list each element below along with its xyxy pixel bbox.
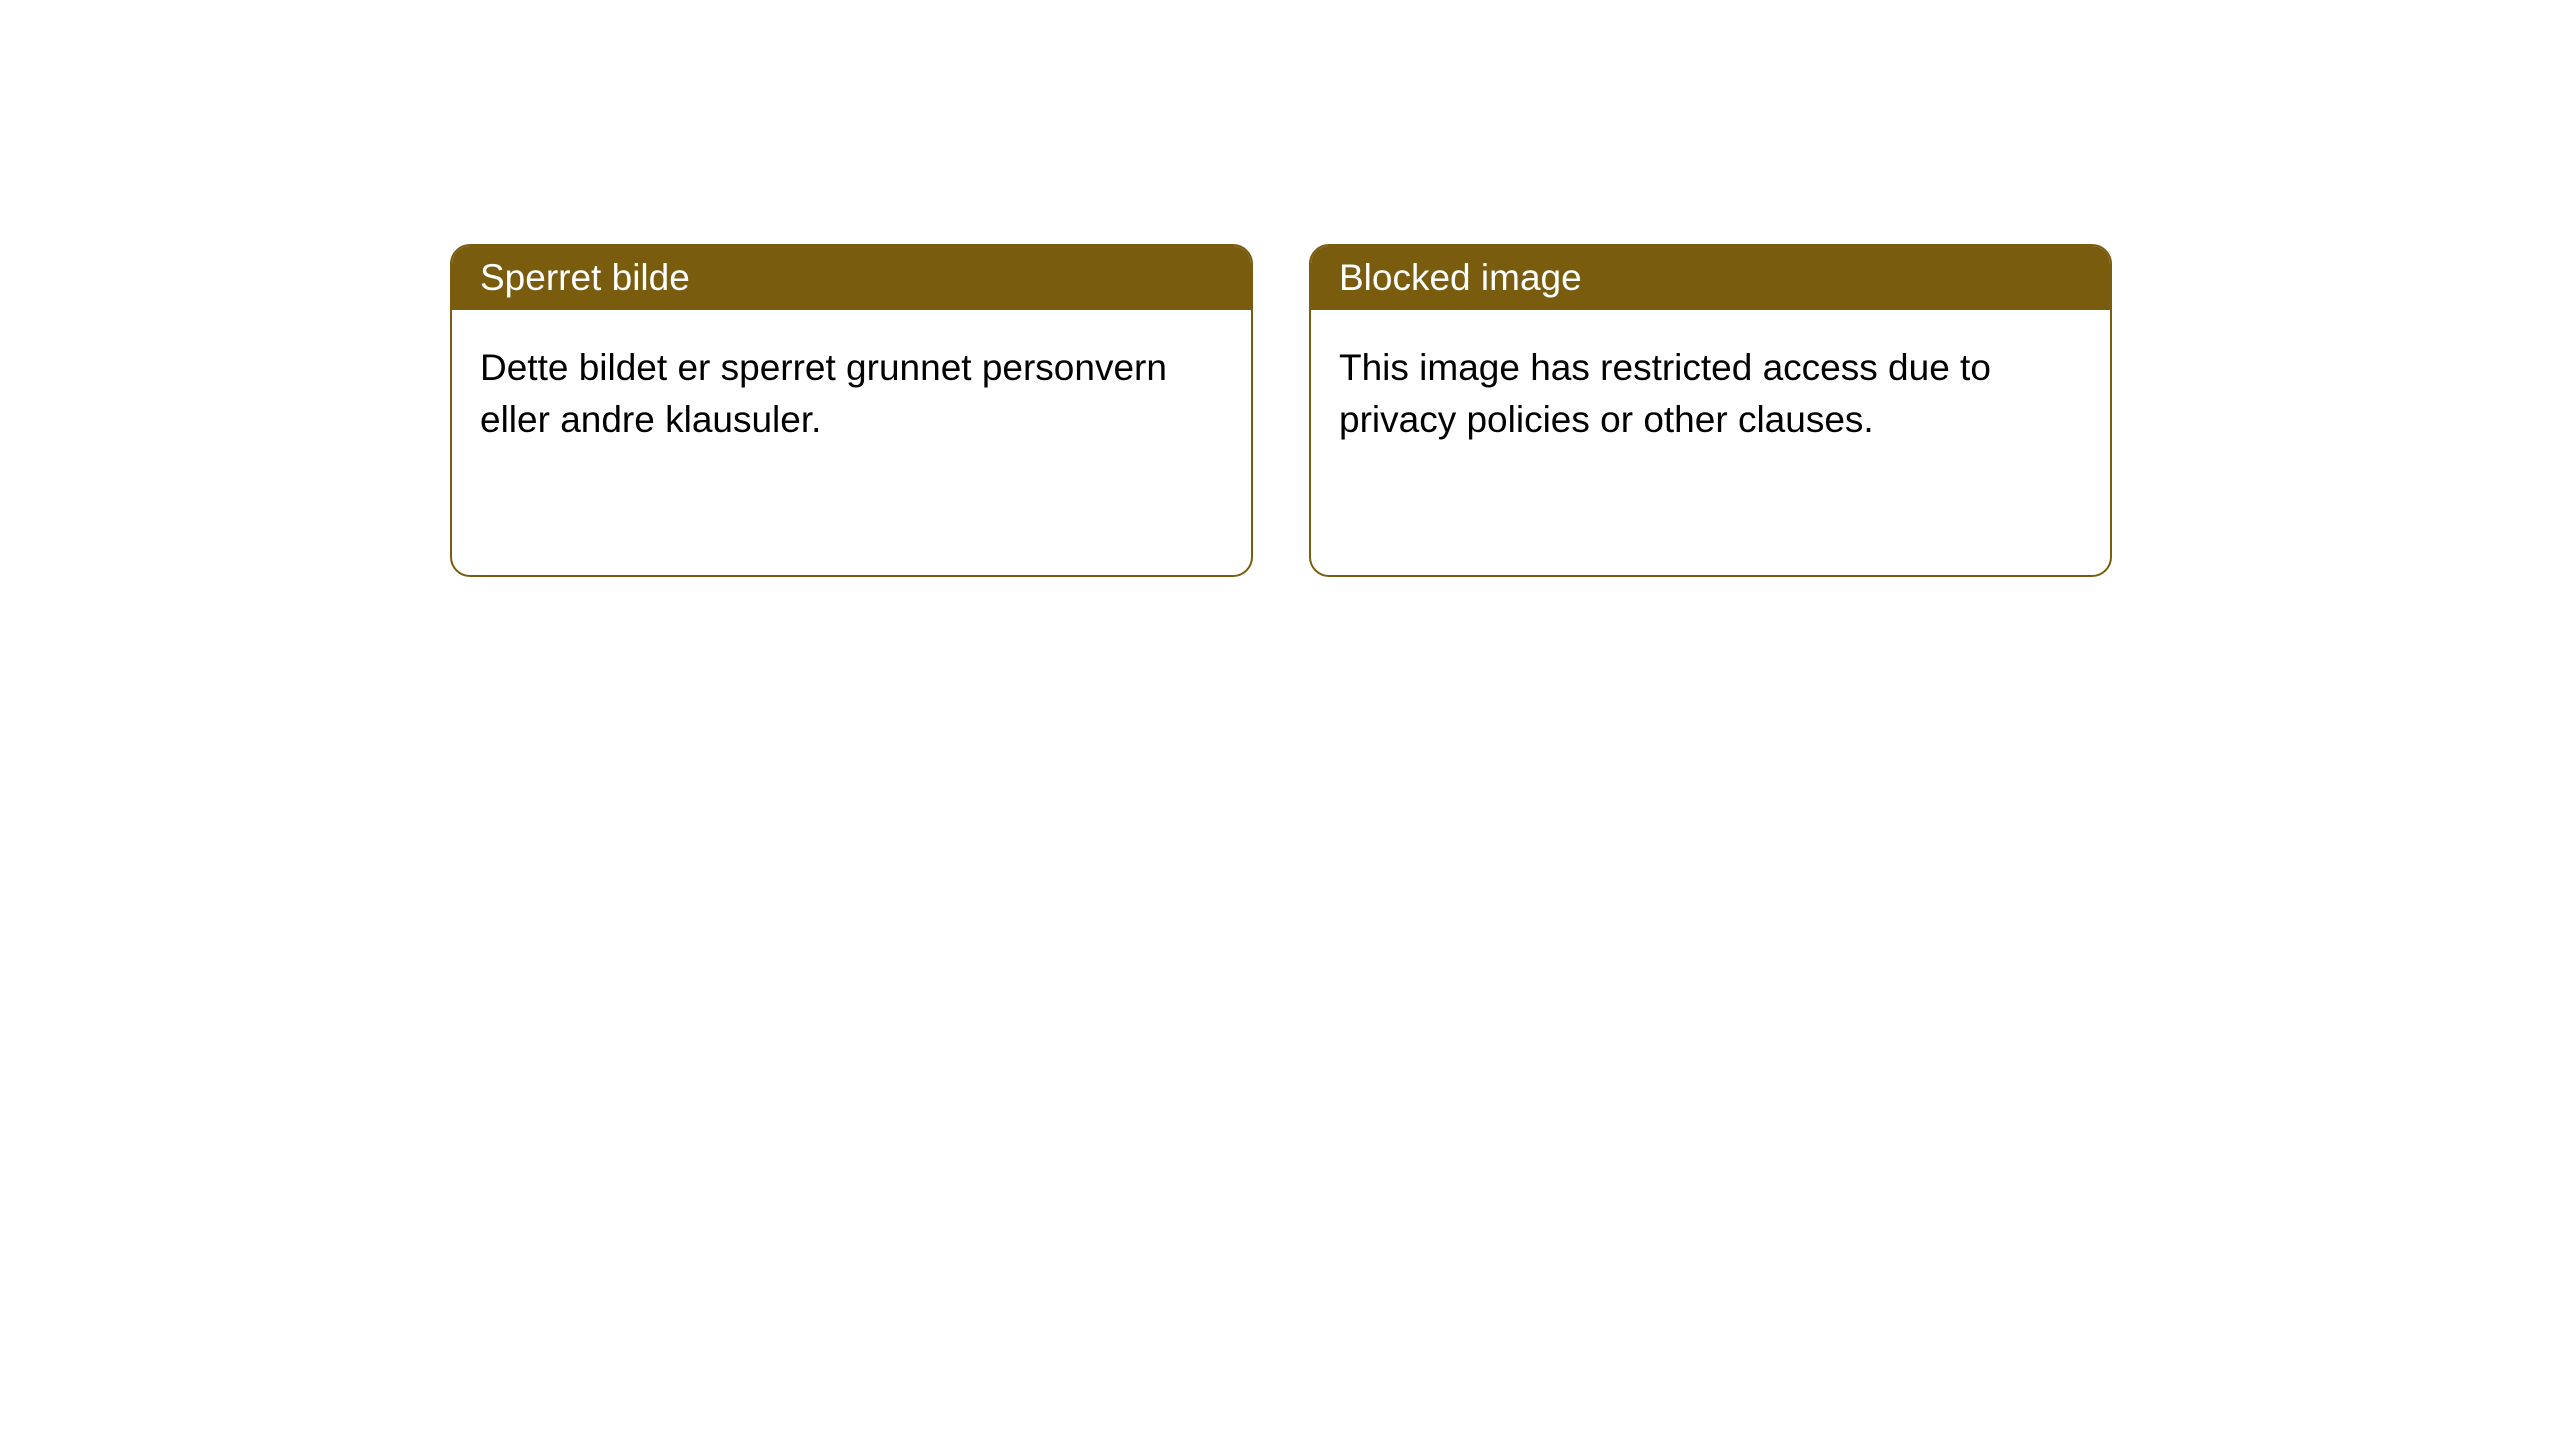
notice-card-english: Blocked image This image has restricted … (1309, 244, 2112, 577)
notice-card-norwegian: Sperret bilde Dette bildet er sperret gr… (450, 244, 1253, 577)
notice-body-english: This image has restricted access due to … (1311, 310, 2110, 478)
notice-body-norwegian: Dette bildet er sperret grunnet personve… (452, 310, 1251, 478)
notice-header-english: Blocked image (1311, 246, 2110, 310)
notice-header-norwegian: Sperret bilde (452, 246, 1251, 310)
notice-container: Sperret bilde Dette bildet er sperret gr… (0, 0, 2560, 577)
